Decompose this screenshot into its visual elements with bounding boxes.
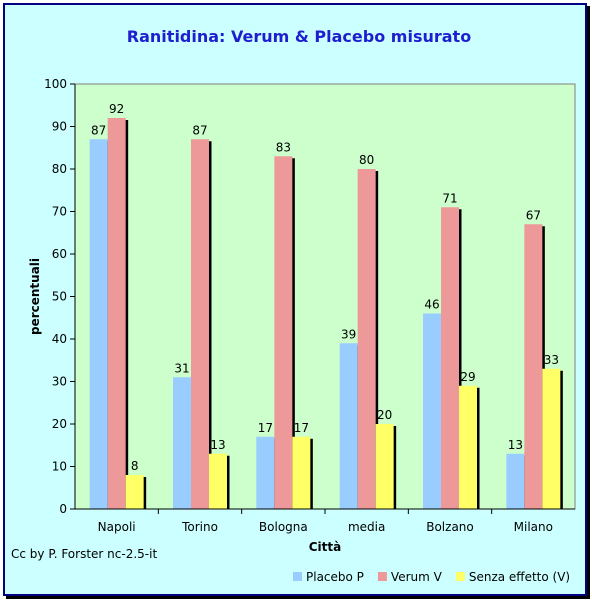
bar <box>292 436 311 509</box>
y-tick-label: 70 <box>52 205 67 219</box>
bar <box>89 139 108 509</box>
data-label: 17 <box>258 421 273 435</box>
y-tick-label: 30 <box>52 375 67 389</box>
bar <box>125 475 144 509</box>
x-tick-label: Bologna <box>259 520 308 534</box>
data-label: 33 <box>544 353 559 367</box>
data-label: 67 <box>526 208 541 222</box>
plot-area <box>74 83 576 510</box>
x-tick-label: Napoli <box>98 520 136 534</box>
bar <box>542 368 561 509</box>
data-label: 87 <box>91 123 106 137</box>
x-axis-ticks: Napoli Torino Bologna media Bolzano Milano <box>98 509 553 534</box>
bar <box>339 343 358 509</box>
bar <box>357 169 376 509</box>
legend-swatch <box>293 572 302 581</box>
legend-entry: Senza effetto (V) <box>469 570 570 584</box>
y-tick-label: 90 <box>52 120 67 134</box>
credit-annotation: Cc by P. Forster nc-2.5-it <box>11 547 157 561</box>
bar <box>524 224 543 509</box>
y-tick-label: 50 <box>52 290 67 304</box>
legend: Placebo P Verum V Senza effetto (V) <box>293 570 570 584</box>
y-tick-label: 60 <box>52 247 67 261</box>
y-tick-label: 80 <box>52 162 67 176</box>
bar <box>191 139 209 509</box>
data-label: 17 <box>294 421 309 435</box>
legend-swatch <box>377 572 387 581</box>
bar <box>459 385 477 509</box>
x-tick-label: Torino <box>181 520 218 534</box>
bar-chart: Ranitidina: Verum & Placebo misurato 0 10… <box>11 27 576 584</box>
chart-title: Ranitidina: Verum & Placebo misurato <box>127 27 471 46</box>
bar <box>256 436 275 509</box>
bar <box>209 453 227 509</box>
x-tick-label: Milano <box>514 520 553 534</box>
data-label: 80 <box>359 153 374 167</box>
data-label: 83 <box>276 140 291 154</box>
bar <box>506 453 525 509</box>
bar <box>107 118 126 509</box>
bar <box>274 156 293 509</box>
x-axis-label: Città <box>309 540 342 554</box>
x-tick-label: Bolzano <box>426 520 474 534</box>
data-label: 20 <box>377 408 392 422</box>
data-label: 13 <box>508 438 523 452</box>
data-label: 87 <box>192 123 207 137</box>
data-label: 92 <box>109 102 124 116</box>
data-label: 71 <box>442 191 457 205</box>
y-axis-label: percentuali <box>28 258 42 335</box>
y-tick-label: 0 <box>59 502 67 516</box>
data-label: 46 <box>424 298 439 312</box>
x-tick-label: media <box>348 520 385 534</box>
y-tick-label: 10 <box>52 460 67 474</box>
y-tick-label: 100 <box>44 77 67 91</box>
y-axis-ticks: 0 10 20 30 40 50 60 70 80 90 100 <box>44 77 75 516</box>
chart-frame: Ranitidina: Verum & Placebo misurato 0 10… <box>3 3 587 596</box>
legend-entry: Verum V <box>391 570 443 584</box>
bar <box>173 377 191 509</box>
y-tick-label: 40 <box>52 332 67 346</box>
bar <box>423 313 441 509</box>
legend-entry: Placebo P <box>306 570 364 584</box>
bar <box>441 207 459 509</box>
data-label: 39 <box>341 327 356 341</box>
data-label: 29 <box>460 370 475 384</box>
data-label: 8 <box>131 459 139 473</box>
legend-swatch <box>455 572 465 581</box>
data-label: 31 <box>174 361 189 375</box>
y-tick-label: 20 <box>52 417 67 431</box>
data-label: 13 <box>210 438 225 452</box>
bar <box>375 424 394 509</box>
